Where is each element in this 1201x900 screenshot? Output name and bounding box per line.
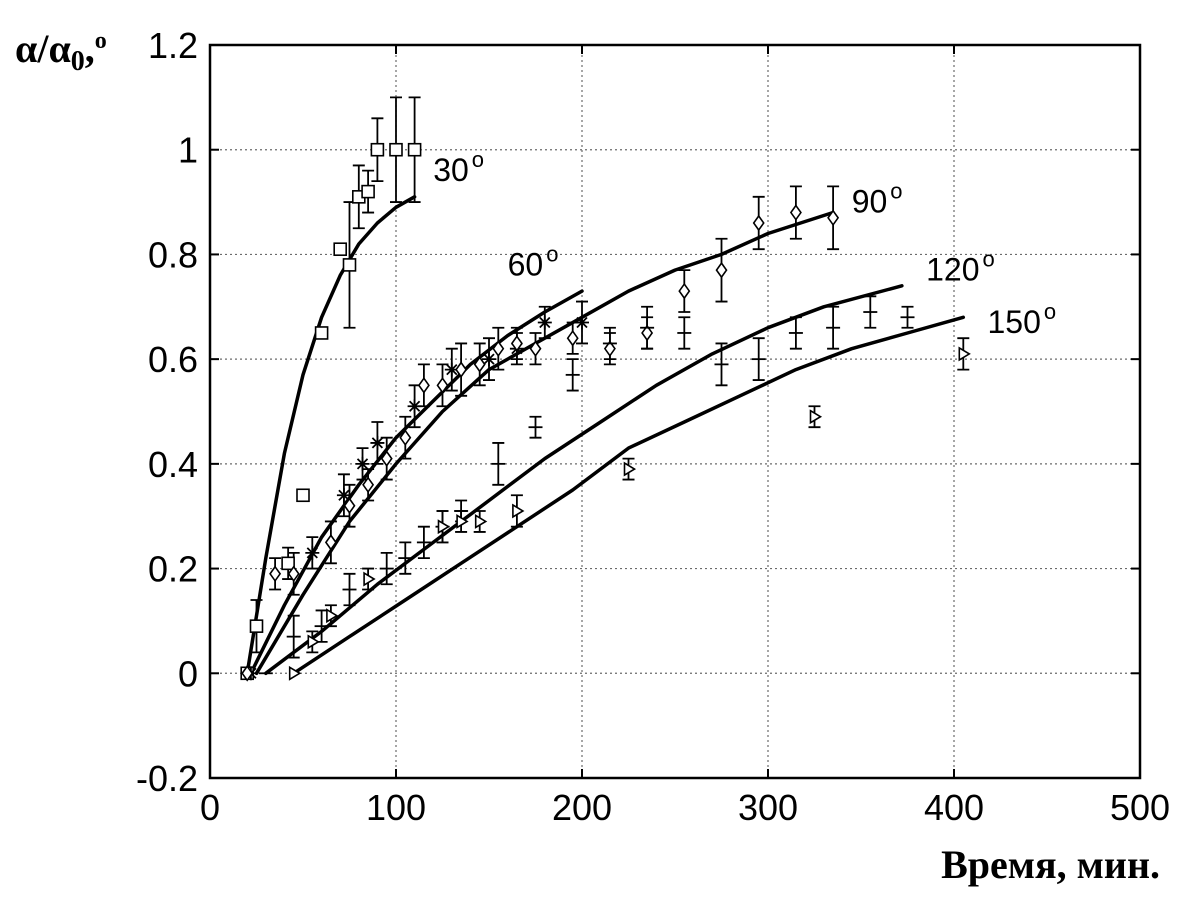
x-tick-label: 100 bbox=[366, 787, 426, 828]
y-tick-label: -0.2 bbox=[136, 758, 198, 799]
y-axis-label: α/α0,o bbox=[15, 26, 107, 77]
x-tick-label: 0 bbox=[200, 787, 220, 828]
y-tick-label: 0.4 bbox=[148, 444, 198, 485]
series-150-marker bbox=[437, 519, 451, 535]
series-90-label: 90 o bbox=[852, 179, 903, 220]
y-tick-label: 1 bbox=[178, 130, 198, 171]
series-30-label: 30 o bbox=[433, 147, 484, 188]
series-60-label: 60 o bbox=[508, 241, 559, 282]
series-90-fit-line bbox=[254, 210, 835, 676]
y-tick-label: 1.2 bbox=[148, 25, 198, 66]
series-90-marker bbox=[473, 356, 486, 373]
series-90-marker bbox=[417, 376, 430, 394]
series-90-marker bbox=[436, 376, 449, 394]
series-150-marker bbox=[958, 346, 971, 362]
series-60-marker bbox=[305, 545, 320, 560]
series-30-fit-line bbox=[245, 195, 417, 676]
series-90-marker bbox=[603, 340, 616, 358]
y-tick-label: 0.6 bbox=[148, 339, 198, 380]
y-tick-label: 0.2 bbox=[148, 549, 198, 590]
series-90-marker bbox=[287, 565, 300, 583]
series-150-fit-line bbox=[291, 315, 966, 676]
series-90-marker bbox=[827, 209, 840, 227]
series-30-marker bbox=[333, 242, 348, 256]
x-tick-label: 500 bbox=[1110, 787, 1170, 828]
x-tick-label: 400 bbox=[924, 787, 984, 828]
series-90-marker bbox=[510, 335, 523, 352]
series-60-marker bbox=[444, 362, 459, 377]
series-150-marker bbox=[623, 461, 637, 477]
series-60-marker bbox=[575, 315, 589, 330]
series-30-marker bbox=[281, 556, 295, 571]
series-30-marker bbox=[361, 184, 375, 199]
series-60-marker bbox=[336, 488, 351, 503]
series-90-marker bbox=[752, 214, 765, 232]
series-150-marker bbox=[326, 608, 339, 624]
series-60-marker bbox=[407, 399, 422, 414]
series-60-marker bbox=[537, 315, 552, 330]
series-30-marker bbox=[370, 142, 385, 157]
series-150-marker bbox=[307, 634, 320, 650]
series-150-marker bbox=[474, 514, 488, 529]
series-90-marker bbox=[399, 429, 412, 447]
series-90-marker bbox=[343, 497, 356, 515]
series-150-label: 150 o bbox=[987, 299, 1056, 340]
series-90-marker bbox=[269, 565, 282, 583]
error-bars bbox=[250, 96, 970, 659]
series-60-marker bbox=[355, 456, 370, 471]
series-90-marker bbox=[492, 340, 505, 358]
y-tick-label: 0.8 bbox=[148, 234, 198, 275]
series-60-marker bbox=[482, 352, 496, 367]
series-150-marker bbox=[809, 409, 823, 425]
series-150-marker bbox=[512, 503, 525, 519]
series-150-marker bbox=[363, 571, 376, 587]
series-90-marker bbox=[380, 450, 393, 467]
x-tick-label: 200 bbox=[552, 787, 612, 828]
series-30-marker bbox=[342, 258, 357, 272]
series-90-marker bbox=[529, 340, 542, 358]
series-90-marker bbox=[324, 534, 337, 551]
series-30-marker bbox=[407, 142, 422, 157]
series-30-marker bbox=[389, 142, 403, 157]
x-tick-label: 300 bbox=[738, 787, 798, 828]
plot-frame bbox=[208, 43, 1142, 780]
series-90-marker bbox=[362, 476, 375, 494]
series-150-marker bbox=[288, 665, 302, 681]
series-90-marker bbox=[455, 361, 468, 378]
series-90-marker bbox=[715, 261, 728, 279]
series-60-marker bbox=[370, 435, 385, 450]
series-150-marker bbox=[456, 514, 469, 529]
series-90-marker bbox=[678, 282, 691, 300]
grid-lines bbox=[210, 45, 1140, 778]
series-90-marker bbox=[566, 329, 579, 347]
series-90-marker bbox=[241, 664, 254, 682]
series-30-marker bbox=[249, 619, 264, 633]
series-90-marker bbox=[789, 204, 802, 221]
tick-labels: 0 100 200 300 400 500-0.200.20.40.60.811.2 bbox=[136, 25, 1170, 828]
series-120-fit-line bbox=[264, 284, 904, 676]
series-30-marker bbox=[314, 326, 329, 340]
series-90-marker bbox=[641, 324, 654, 342]
data-markers bbox=[240, 142, 971, 682]
x-axis-label: Время, мин. bbox=[941, 842, 1160, 887]
y-tick-label: 0 bbox=[178, 653, 198, 694]
series-30-marker bbox=[296, 488, 310, 503]
series-120-label: 120 o bbox=[926, 247, 995, 288]
